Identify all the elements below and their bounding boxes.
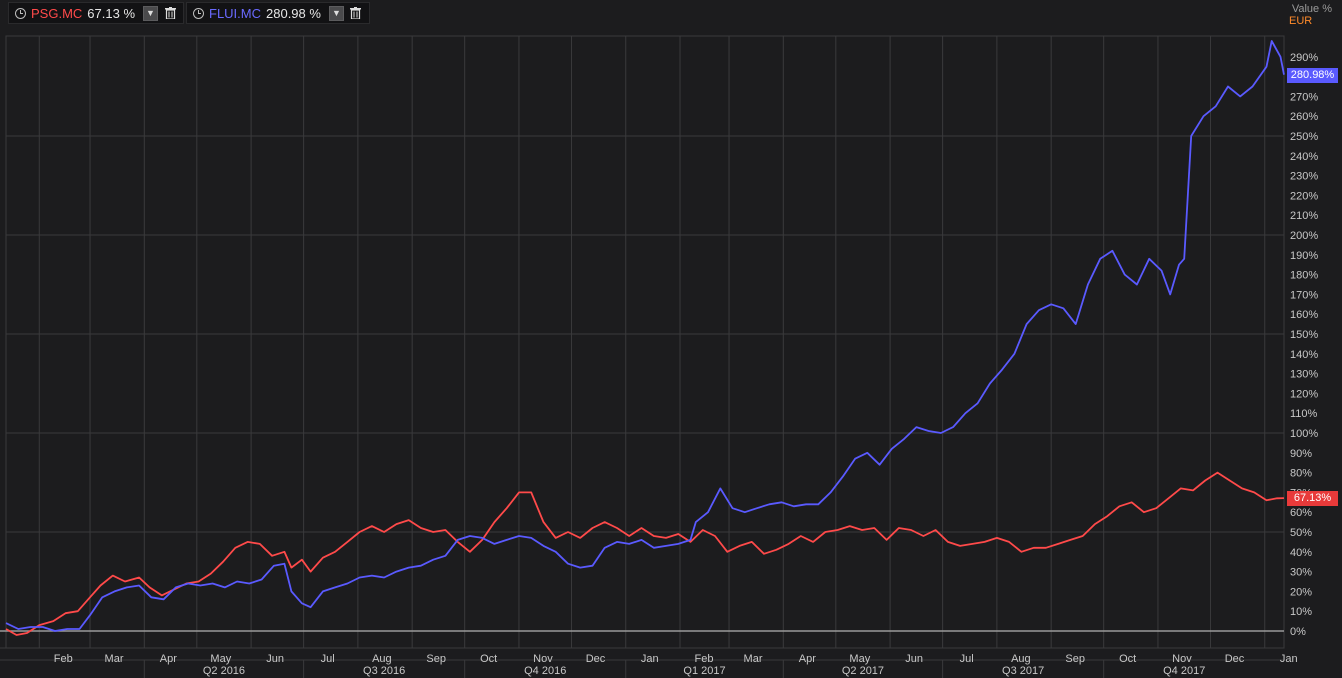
series-line-flui bbox=[5, 40, 1285, 632]
x-tick-label-month: Dec bbox=[1225, 653, 1245, 665]
x-tick-label-quarter: Q4 2016 bbox=[524, 665, 566, 677]
x-tick-label-month: Sep bbox=[426, 653, 446, 665]
y-tick-label: 40% bbox=[1290, 547, 1312, 559]
x-tick-label-month: Nov bbox=[1172, 653, 1192, 665]
y-tick-label: 260% bbox=[1290, 111, 1318, 123]
trash-icon[interactable] bbox=[163, 6, 177, 21]
x-tick-label-month: Nov bbox=[533, 653, 553, 665]
y-tick-label: 210% bbox=[1290, 210, 1318, 222]
legend-value-psg: 67.13 % bbox=[87, 5, 135, 21]
y-tick-label: 100% bbox=[1290, 428, 1318, 440]
y-tick-label: 290% bbox=[1290, 52, 1318, 64]
y-tick-label: 50% bbox=[1290, 527, 1312, 539]
x-tick-label-quarter: Q2 2017 bbox=[842, 665, 884, 677]
y-tick-label: 110% bbox=[1290, 408, 1318, 420]
legend-item-flui[interactable]: FLUI.MC 280.98 % ▼ bbox=[186, 2, 370, 24]
chevron-down-icon[interactable]: ▼ bbox=[143, 5, 158, 21]
y-tick-label: 250% bbox=[1290, 131, 1318, 143]
x-axis-ticks: Feb Mar Apr May Jun Jul Aug Sep Oct Nov Dec Jan Feb M… bbox=[54, 653, 1298, 678]
legend-item-psg[interactable]: PSG.MC 67.13 % ▼ bbox=[8, 2, 184, 24]
x-tick-label-quarter: Q2 2016 bbox=[203, 665, 245, 677]
y-tick-label: 230% bbox=[1290, 171, 1318, 183]
x-tick-label-month: Sep bbox=[1065, 653, 1085, 665]
y-tick-label: 180% bbox=[1290, 270, 1318, 282]
x-tick-label-month: Dec bbox=[586, 653, 606, 665]
y-tick-label: 10% bbox=[1290, 606, 1312, 618]
x-tick-label-month: Aug bbox=[1011, 653, 1031, 665]
y-tick-label: 30% bbox=[1290, 567, 1312, 579]
x-tick-label-quarter: Q4 2017 bbox=[1163, 665, 1205, 677]
x-tick-label-month: Jun bbox=[905, 653, 923, 665]
x-tick-label-quarter: Q1 2017 bbox=[683, 665, 725, 677]
x-tick-label-month: Aug bbox=[372, 653, 392, 665]
x-tick-label-month: Jul bbox=[321, 653, 335, 665]
x-tick-label-month: May bbox=[849, 653, 870, 665]
y-tick-label: 90% bbox=[1290, 448, 1312, 460]
x-tick-label-month: Mar bbox=[744, 653, 763, 665]
y-tick-label: 0% bbox=[1290, 626, 1306, 638]
x-tick-label-month: Feb bbox=[695, 653, 714, 665]
clock-icon bbox=[15, 7, 26, 19]
y-tick-label: 190% bbox=[1290, 250, 1318, 262]
legend-ticker-flui: FLUI.MC bbox=[209, 5, 261, 21]
trash-icon[interactable] bbox=[349, 6, 363, 21]
grid-lines bbox=[0, 35, 1285, 661]
x-tick-label-month: Jan bbox=[1280, 653, 1298, 665]
x-tick-label-month: May bbox=[210, 653, 231, 665]
y-tick-label: 130% bbox=[1290, 369, 1318, 381]
x-tick-label-quarter: Q3 2017 bbox=[1002, 665, 1044, 677]
y-tick-label: 220% bbox=[1290, 190, 1318, 202]
x-tick-label-month: Apr bbox=[160, 653, 177, 665]
currency-label: EUR bbox=[1289, 15, 1313, 27]
y-tick-label: 140% bbox=[1290, 349, 1318, 361]
legend-value-flui: 280.98 % bbox=[266, 5, 321, 21]
series-lines bbox=[5, 40, 1285, 636]
chevron-down-icon[interactable]: ▼ bbox=[328, 5, 344, 21]
x-tick-label-month: Feb bbox=[54, 653, 73, 665]
x-tick-label-month: Mar bbox=[105, 653, 124, 665]
y-tick-label: 170% bbox=[1290, 289, 1318, 301]
x-tick-label-quarter: Q3 2016 bbox=[363, 665, 405, 677]
y-tick-label: 120% bbox=[1290, 388, 1318, 400]
y-tick-label: 20% bbox=[1290, 586, 1312, 598]
y-tick-label: 80% bbox=[1290, 468, 1312, 480]
x-tick-label-month: Jan bbox=[641, 653, 659, 665]
clock-icon bbox=[193, 7, 204, 19]
y-axis-unit-label: Value % bbox=[1291, 3, 1332, 15]
y-tick-label: 160% bbox=[1290, 309, 1318, 321]
x-tick-label-month: Jul bbox=[960, 653, 974, 665]
x-tick-label-month: Jun bbox=[266, 653, 284, 665]
y-tick-label: 240% bbox=[1290, 151, 1318, 163]
series-line-psg bbox=[5, 471, 1285, 636]
y-tick-label: 150% bbox=[1290, 329, 1318, 341]
x-tick-label-month: Oct bbox=[1119, 653, 1136, 665]
y-tick-label: 200% bbox=[1290, 230, 1318, 242]
last-value-tag-flui: 280.98% bbox=[1287, 67, 1338, 83]
legend-ticker-psg: PSG.MC bbox=[31, 5, 83, 21]
last-value-tag-psg: 67.13% bbox=[1287, 491, 1338, 507]
x-tick-label-month: Apr bbox=[799, 653, 816, 665]
x-tick-label-month: Oct bbox=[480, 653, 497, 665]
y-tick-label: 270% bbox=[1290, 91, 1318, 103]
y-tick-label: 60% bbox=[1290, 507, 1312, 519]
